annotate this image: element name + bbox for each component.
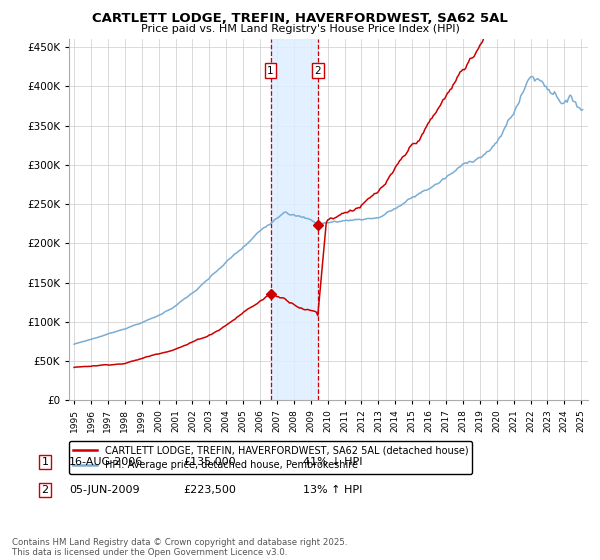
Legend: CARTLETT LODGE, TREFIN, HAVERFORDWEST, SA62 5AL (detached house), HPI: Average p: CARTLETT LODGE, TREFIN, HAVERFORDWEST, S… [68,441,472,474]
Bar [271,39,318,400]
Text: 2: 2 [315,66,322,76]
Text: £223,500: £223,500 [183,485,236,495]
Text: 1: 1 [267,66,274,76]
Text: 41% ↓ HPI: 41% ↓ HPI [303,457,362,467]
Text: 2: 2 [41,485,49,495]
Text: 05-JUN-2009: 05-JUN-2009 [69,485,140,495]
Text: Price paid vs. HM Land Registry's House Price Index (HPI): Price paid vs. HM Land Registry's House … [140,24,460,34]
Text: 16-AUG-2006: 16-AUG-2006 [69,457,143,467]
Text: 1: 1 [41,457,49,467]
Text: Contains HM Land Registry data © Crown copyright and database right 2025.
This d: Contains HM Land Registry data © Crown c… [12,538,347,557]
Text: 13% ↑ HPI: 13% ↑ HPI [303,485,362,495]
Text: £135,000: £135,000 [183,457,236,467]
Text: CARTLETT LODGE, TREFIN, HAVERFORDWEST, SA62 5AL: CARTLETT LODGE, TREFIN, HAVERFORDWEST, S… [92,12,508,25]
